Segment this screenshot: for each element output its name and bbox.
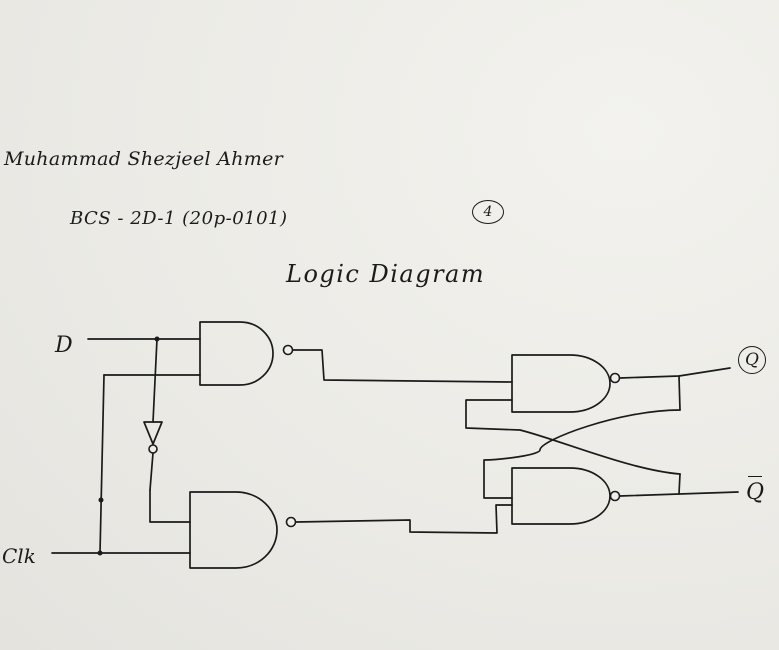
nand-gate-3-bubble bbox=[609, 372, 621, 384]
inverter bbox=[143, 421, 163, 454]
output-q-bar-label: Q bbox=[746, 476, 765, 505]
wire-q-bar-output bbox=[619, 473, 739, 497]
nand-gate-4 bbox=[511, 467, 621, 525]
wire-gate1-to-gate3 bbox=[292, 349, 513, 383]
inverter-bubble bbox=[148, 444, 158, 454]
nand-gate-2 bbox=[189, 491, 297, 569]
wire-gate2-to-gate4 bbox=[295, 504, 513, 534]
wire-clk bbox=[51, 374, 201, 556]
junction-clk bbox=[97, 550, 103, 556]
input-d-label: D bbox=[55, 333, 73, 358]
wire-q-output bbox=[619, 367, 731, 411]
junction-clk-mid bbox=[98, 497, 104, 503]
course-code: BCS - 2D-1 (20p-0101) bbox=[70, 208, 288, 229]
author-name: Muhammad Shezjeel Ahmer bbox=[4, 148, 284, 170]
wire-d bbox=[87, 336, 201, 523]
input-clk-label: Clk bbox=[2, 544, 36, 568]
inverter-body bbox=[143, 421, 163, 445]
nand-gate-2-body bbox=[189, 491, 278, 569]
nand-gate-4-body bbox=[511, 467, 611, 525]
cross-coupling bbox=[465, 399, 681, 499]
page-number: 4 bbox=[472, 200, 504, 224]
nand-gate-2-bubble bbox=[285, 516, 297, 528]
output-q-label: Q bbox=[738, 346, 766, 374]
diagram-title: Logic Diagram bbox=[286, 260, 486, 288]
nand-gate-3 bbox=[511, 354, 621, 413]
nand-gate-1-body bbox=[199, 321, 274, 386]
nand-gate-4-bubble bbox=[609, 490, 621, 502]
nand-gate-3-body bbox=[511, 354, 611, 413]
nand-gate-1-bubble bbox=[282, 344, 294, 356]
nand-gate-1 bbox=[199, 321, 294, 386]
junction-d bbox=[154, 336, 160, 342]
